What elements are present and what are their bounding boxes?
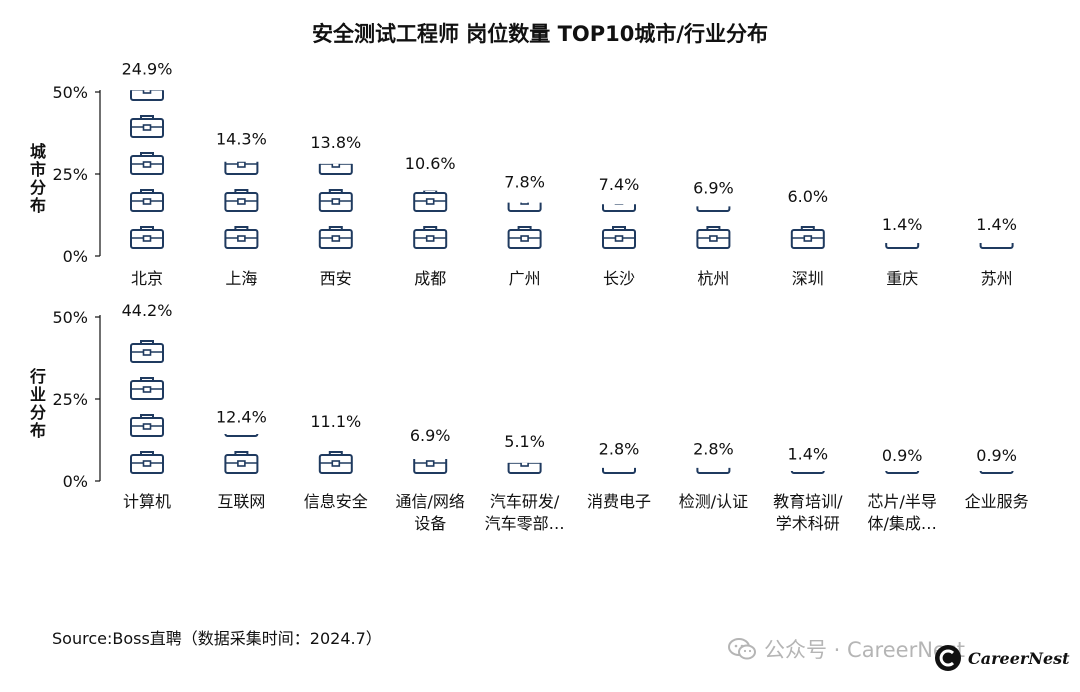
briefcase-icon (509, 227, 541, 248)
y-axis-title: 城市分布 (30, 142, 46, 215)
wechat-icon (728, 637, 756, 661)
category-label: 通信/网络设备 (395, 492, 464, 533)
y-tick-label: 0% (63, 472, 88, 491)
category-label: 成都 (414, 269, 446, 288)
data-label: 14.3% (216, 130, 267, 149)
data-label: 11.1% (310, 412, 361, 431)
source-note: Source:Boss直聘（数据采集时间：2024.7） (52, 625, 382, 649)
briefcase-icon (225, 452, 257, 473)
briefcase-icon (225, 190, 257, 211)
category-label: 上海 (225, 269, 257, 288)
briefcase-icon (131, 116, 163, 137)
brand-logo-icon (934, 644, 962, 672)
briefcase-icon (131, 227, 163, 248)
category-label: 互联网 (217, 492, 265, 511)
chart-panel-1: 0% 25% 50% 城市分布 24.9% 北京 14.3% 上海 13.8% 西安 10.6% 成都… (30, 59, 1017, 288)
brand-mark: CareerNest (934, 644, 1070, 672)
briefcase-icon (225, 227, 257, 248)
category-label: 消费电子 (587, 492, 651, 511)
briefcase-icon (414, 190, 446, 211)
briefcase-icon (225, 153, 257, 174)
data-label: 44.2% (122, 301, 173, 320)
chart-panel-2: 0% 25% 50% 行业分布 44.2% 计算机 12.4% 互联网 11.1% 信息安全 6.9… (29, 301, 1029, 533)
category-label: 长沙 (603, 269, 635, 288)
briefcase-icon (509, 190, 541, 211)
data-label: 6.9% (410, 426, 451, 445)
watermark: 公众号 · CareerNest (728, 634, 965, 664)
category-label: 北京 (131, 269, 163, 288)
briefcase-icon (131, 378, 163, 399)
briefcase-icon (414, 452, 446, 473)
data-label: 6.0% (787, 187, 828, 206)
category-label: 计算机 (123, 492, 171, 511)
briefcase-icon (509, 452, 541, 473)
briefcase-icon (131, 415, 163, 436)
data-label: 10.6% (405, 154, 456, 173)
briefcase-icon (320, 227, 352, 248)
briefcase-icon (320, 190, 352, 211)
category-label: 深圳 (792, 269, 824, 288)
y-tick-label: 0% (63, 247, 88, 266)
data-label: 0.9% (882, 446, 923, 465)
data-label: 12.4% (216, 407, 267, 426)
briefcase-icon (131, 79, 163, 100)
category-label: 检测/认证 (679, 492, 748, 511)
y-tick-label: 25% (52, 165, 88, 184)
data-label: 13.8% (310, 133, 361, 152)
data-label: 1.4% (976, 215, 1017, 234)
y-axis-title: 行业分布 (29, 367, 46, 440)
data-label: 5.1% (504, 432, 545, 451)
briefcase-icon (792, 227, 824, 248)
briefcase-icon (131, 452, 163, 473)
category-label: 信息安全 (304, 492, 368, 511)
briefcase-icon (414, 227, 446, 248)
y-tick-label: 25% (52, 390, 88, 409)
briefcase-icon (697, 227, 729, 248)
briefcase-icon (131, 341, 163, 362)
charts-canvas: 0% 25% 50% 城市分布 24.9% 北京 14.3% 上海 13.8% 西安 10.6% 成都… (0, 0, 1080, 692)
category-label: 广州 (509, 269, 541, 288)
data-label: 1.4% (787, 444, 828, 463)
y-tick-label: 50% (52, 308, 88, 327)
data-label: 0.9% (976, 446, 1017, 465)
category-label: 企业服务 (965, 492, 1029, 511)
data-label: 24.9% (122, 59, 173, 78)
data-label: 2.8% (599, 440, 640, 459)
data-label: 7.8% (504, 172, 545, 191)
category-label: 汽车研发/汽车零部… (485, 492, 565, 533)
category-label: 教育培训/学术科研 (773, 492, 843, 533)
data-label: 6.9% (693, 178, 734, 197)
briefcase-icon (131, 190, 163, 211)
data-label: 7.4% (599, 175, 640, 194)
brand-name: CareerNest (968, 649, 1070, 668)
data-label: 2.8% (693, 440, 734, 459)
data-label: 1.4% (882, 215, 923, 234)
briefcase-icon (131, 153, 163, 174)
briefcase-icon (320, 452, 352, 473)
briefcase-icon (320, 153, 352, 174)
briefcase-icon (603, 227, 635, 248)
category-label: 重庆 (886, 269, 918, 288)
category-label: 芯片/半导体/集成… (867, 492, 936, 533)
category-label: 西安 (320, 269, 352, 288)
category-label: 杭州 (697, 269, 729, 288)
category-label: 苏州 (981, 269, 1013, 288)
y-tick-label: 50% (52, 83, 88, 102)
